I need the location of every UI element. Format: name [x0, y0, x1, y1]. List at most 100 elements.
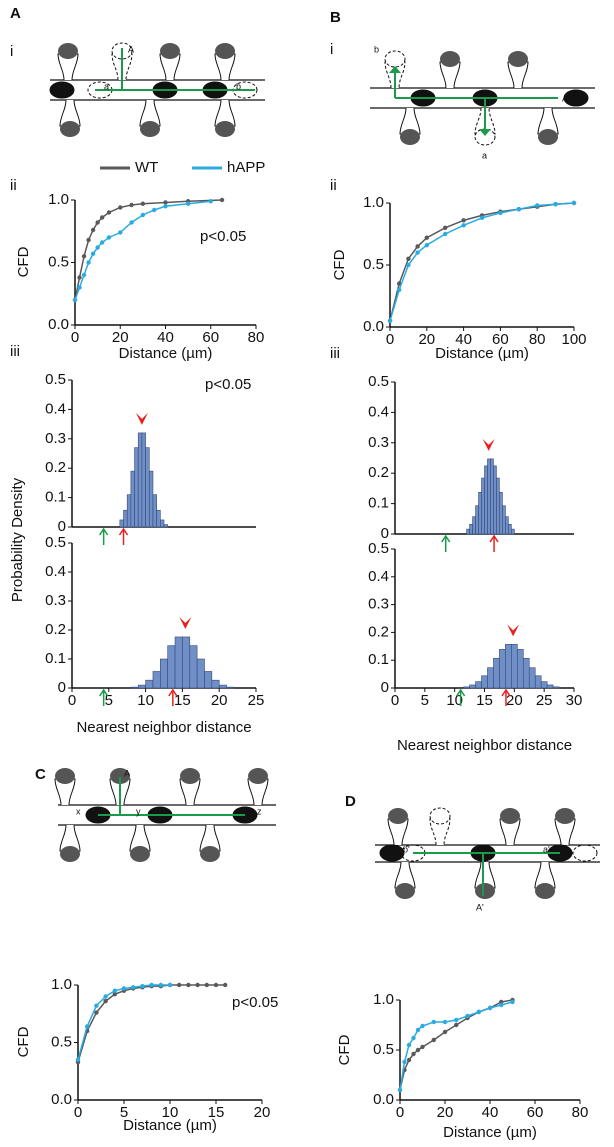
histogram-bar	[156, 509, 161, 528]
x-tick-label: 40	[482, 1104, 499, 1121]
diagram-label: a'	[543, 844, 550, 854]
spine-head	[538, 129, 558, 145]
arrow-head	[389, 66, 401, 73]
cfd-point	[81, 254, 87, 259]
cfd-point	[140, 212, 146, 218]
value-arrow-head	[118, 527, 129, 536]
value-arrow-head	[501, 688, 511, 697]
histogram-bar	[218, 684, 227, 689]
cfd-point	[510, 999, 515, 1005]
spine-head	[130, 846, 150, 862]
histogram-bar	[145, 679, 154, 689]
cfd-point	[86, 237, 91, 243]
y-tick-label: 0.3	[368, 596, 389, 613]
y-tick-label: 0	[381, 679, 389, 696]
cfd-point	[72, 297, 78, 303]
annotation: p<0.05	[200, 228, 246, 245]
diagram-label: a	[104, 81, 109, 91]
histogram-bar	[141, 432, 146, 528]
cfd-point	[99, 240, 105, 245]
histogram-bar	[484, 465, 488, 535]
x-tick-label: 15	[208, 1104, 225, 1121]
value-arrow-head	[489, 534, 499, 543]
histogram-bar	[196, 658, 205, 689]
cfd-point	[406, 256, 411, 261]
histogram-bar	[546, 684, 554, 689]
histogram-bar	[490, 458, 494, 535]
y-tick-label: 0	[58, 679, 66, 696]
cfd-point	[553, 202, 558, 207]
peak-marker	[507, 624, 520, 637]
cfd-point	[186, 982, 191, 988]
cfd-line	[399, 1001, 513, 1091]
cfd-line	[74, 199, 223, 301]
spine-head	[440, 51, 460, 67]
cfd-point	[167, 982, 173, 988]
cfd-point	[131, 985, 136, 990]
spine-head	[500, 808, 520, 824]
histogram-bar	[502, 505, 506, 535]
cfd-point	[94, 1010, 99, 1015]
y-tick-label: 0.5	[368, 540, 389, 557]
cfd-point	[149, 982, 154, 988]
cfd-point	[151, 207, 157, 213]
cfd-point	[94, 1003, 99, 1008]
cfd-point	[77, 285, 82, 290]
spine-head	[248, 768, 268, 784]
histogram-bar	[475, 505, 479, 535]
cfd-line	[389, 202, 575, 322]
histogram-bar	[517, 649, 524, 689]
cfd-line	[389, 202, 575, 321]
peak-marker	[135, 412, 148, 425]
cfd-point	[461, 218, 466, 223]
x-tick-label: 10	[162, 1104, 179, 1121]
y-tick-label: 0.1	[45, 650, 66, 667]
cfd-point	[90, 251, 96, 256]
cfd-point	[86, 260, 91, 265]
histogram-bar	[493, 465, 497, 535]
cfd-point	[431, 1019, 436, 1025]
cfd-point	[411, 1035, 416, 1041]
cfd-point	[81, 272, 87, 278]
peak-marker	[179, 616, 192, 629]
y-tick-label: 0.5	[368, 373, 389, 390]
y-axis-label: CFD	[336, 1034, 353, 1065]
x-axis-label: Nearest neighbor distance	[76, 719, 251, 736]
value-arrow-head	[456, 688, 466, 697]
y-tick-label: 1.0	[51, 976, 72, 993]
cfd-point	[213, 982, 219, 988]
spine-head	[60, 846, 80, 862]
subpanel-label: ii	[10, 177, 17, 194]
cfd-point	[387, 318, 393, 323]
cfd-point	[118, 205, 123, 210]
diagram-label: A	[128, 44, 134, 54]
histogram-bar	[540, 681, 548, 689]
cfd-point	[219, 197, 225, 203]
cfd-point	[95, 220, 100, 225]
histogram-bar	[499, 649, 506, 689]
dashed-cluster	[572, 844, 598, 862]
subpanel-label: iii	[330, 345, 340, 362]
cfd-point	[535, 203, 540, 208]
x-tick-label: 5	[105, 692, 113, 709]
panel-label: A	[10, 5, 21, 22]
histogram-bar	[505, 644, 512, 689]
y-tick-label: 0.3	[45, 430, 66, 447]
cfd-point	[406, 1042, 412, 1048]
cfd-point	[163, 204, 168, 209]
x-tick-label: 15	[476, 692, 493, 709]
y-tick-label: 1.0	[363, 194, 384, 211]
diagram-label: b	[236, 81, 241, 91]
cfd-point	[75, 1057, 81, 1062]
histogram-bar	[528, 667, 536, 689]
x-tick-label: 20	[506, 692, 523, 709]
histogram-bar	[493, 657, 500, 689]
y-tick-label: 0.1	[45, 489, 66, 506]
y-axis-label: CFD	[331, 249, 348, 280]
cluster	[379, 844, 405, 862]
diagram-label: A	[124, 768, 130, 778]
cfd-point	[121, 986, 127, 991]
spine-head	[140, 121, 160, 137]
histogram-bar	[134, 447, 139, 528]
y-tick-label: 0.3	[368, 434, 389, 451]
